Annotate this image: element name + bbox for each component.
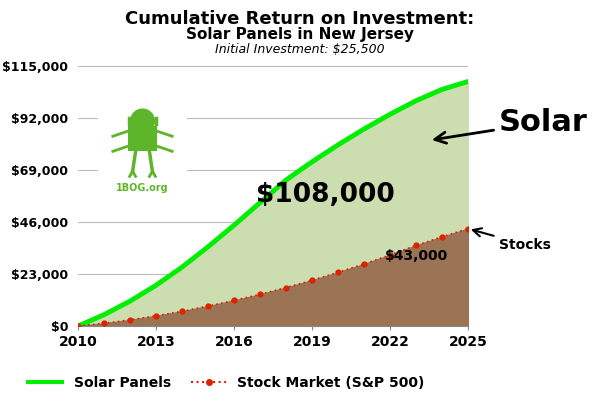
Circle shape — [131, 109, 154, 133]
Text: Initial Investment: $25,500: Initial Investment: $25,500 — [215, 43, 385, 56]
Text: Stocks: Stocks — [473, 228, 551, 252]
Text: $43,000: $43,000 — [385, 249, 448, 263]
Text: $108,000: $108,000 — [256, 182, 394, 208]
Text: Cumulative Return on Investment:: Cumulative Return on Investment: — [125, 10, 475, 28]
Bar — [128, 126, 157, 151]
Bar — [98, 111, 187, 181]
Legend: Solar Panels, Stock Market (S&P 500): Solar Panels, Stock Market (S&P 500) — [22, 370, 430, 395]
Text: 1BOG.org: 1BOG.org — [116, 184, 169, 194]
Text: Solar: Solar — [435, 108, 588, 143]
Text: Solar Panels in New Jersey: Solar Panels in New Jersey — [186, 27, 414, 42]
